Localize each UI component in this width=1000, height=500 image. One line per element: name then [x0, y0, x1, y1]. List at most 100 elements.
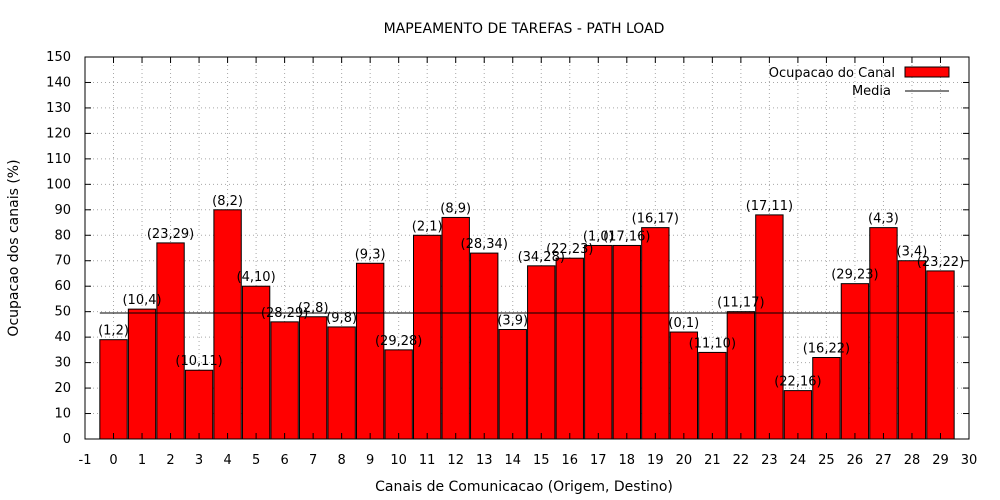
bar-23 — [755, 214, 784, 440]
x-tick-label: 20 — [676, 453, 693, 468]
bar-label-0: (1,2) — [98, 324, 129, 339]
y-tick-label: 0 — [63, 432, 71, 447]
bar-1 — [127, 308, 157, 440]
x-tick-label: 18 — [619, 453, 636, 468]
bar-9 — [355, 262, 385, 440]
bar-18 — [612, 244, 641, 440]
y-tick-label: 140 — [46, 75, 71, 90]
x-tick-label: 3 — [195, 453, 203, 468]
bar-label-13: (28,34) — [461, 237, 508, 252]
x-tick-label: 14 — [504, 453, 521, 468]
bar-8 — [327, 326, 356, 440]
bar-label-5: (4,10) — [237, 270, 276, 285]
bar-label-9: (9,3) — [355, 247, 386, 262]
bar-label-1: (10,4) — [122, 293, 161, 308]
bar-26 — [840, 283, 870, 440]
x-tick-label: 24 — [790, 453, 807, 468]
bar-label-20: (0,1) — [668, 316, 699, 331]
bar-label-11: (2,1) — [412, 219, 443, 234]
bar-6 — [270, 321, 299, 440]
bar-label-26: (29,23) — [831, 268, 878, 283]
bars — [99, 209, 955, 440]
bar-label-28: (3,4) — [897, 245, 928, 260]
x-tick-label: 7 — [309, 453, 317, 468]
bar-label-15: (34,28) — [518, 250, 565, 265]
bar-label-29: (23,22) — [917, 255, 964, 270]
x-tick-label: 19 — [647, 453, 664, 468]
bar-label-18: (17,16) — [603, 229, 650, 244]
y-tick-label: 70 — [54, 254, 71, 269]
plot-frame — [84, 56, 970, 440]
bar-25 — [812, 357, 841, 440]
bar-label-6: (28,29) — [261, 306, 308, 321]
x-tick-label: 17 — [590, 453, 607, 468]
bar-21 — [698, 351, 727, 440]
y-axis-title: Ocupacao dos canais (%) — [6, 159, 22, 336]
bar-4 — [213, 209, 242, 440]
y-tick-label: 40 — [54, 330, 71, 345]
x-tick-label: 29 — [932, 453, 949, 468]
bar-label-2: (23,29) — [147, 227, 194, 242]
legend: Ocupacao do Canal Media — [769, 66, 950, 99]
x-tick-label: 10 — [390, 453, 407, 468]
x-tick-label: 12 — [447, 453, 464, 468]
x-tick-label: 16 — [562, 453, 579, 468]
bar-label-12: (8,9) — [440, 201, 471, 216]
bar-label-14: (3,9) — [497, 313, 528, 328]
legend-swatch-bars — [904, 66, 950, 78]
bar-0 — [99, 339, 128, 440]
bar-3 — [184, 369, 214, 440]
y-tick-label: 60 — [54, 279, 71, 294]
x-tick-label: 23 — [761, 453, 778, 468]
x-tick-label: 15 — [533, 453, 550, 468]
bar-24 — [783, 390, 813, 440]
bar-label-3: (10,11) — [175, 354, 222, 369]
x-tick-label: 25 — [818, 453, 835, 468]
y-tick-label: 110 — [46, 152, 71, 167]
y-tick-label: 50 — [54, 305, 71, 320]
y-tick-label: 10 — [54, 407, 71, 422]
bar-16 — [555, 257, 584, 440]
bar-27 — [869, 227, 898, 440]
bar-label-22: (11,17) — [717, 296, 764, 311]
bar-label-8: (9,8) — [326, 311, 357, 326]
bar-20 — [669, 331, 699, 440]
bar-14 — [498, 328, 527, 440]
bar-label-21: (11,10) — [689, 336, 736, 351]
y-tick-label: 80 — [54, 228, 71, 243]
bar-10 — [384, 349, 413, 440]
y-tick-label: 130 — [46, 101, 71, 116]
bar-22 — [726, 311, 756, 440]
y-tick-label: 20 — [54, 381, 71, 396]
bar-label-10: (29,28) — [375, 334, 422, 349]
legend-label-bars: Ocupacao do Canal — [769, 66, 895, 81]
y-tick-label: 90 — [54, 203, 71, 218]
x-tick-label: 5 — [252, 453, 260, 468]
x-tick-label: -1 — [79, 453, 92, 468]
bar-28 — [897, 260, 927, 440]
x-tick-label: 30 — [961, 453, 978, 468]
x-tick-label: 4 — [223, 453, 231, 468]
y-tick-label: 150 — [46, 50, 71, 65]
bar-2 — [156, 242, 185, 440]
bar-label-27: (4,3) — [868, 212, 899, 227]
chart-title: MAPEAMENTO DE TAREFAS - PATH LOAD — [384, 21, 665, 37]
x-tick-label: 26 — [847, 453, 864, 468]
bar-label-17: (1,0) — [583, 229, 614, 244]
y-tick-label: 30 — [54, 356, 71, 371]
bar-label-4: (8,2) — [212, 194, 243, 209]
x-tick-label: 11 — [419, 453, 436, 468]
x-tick-label: 13 — [476, 453, 493, 468]
bar-label-7: (2,8) — [298, 301, 329, 316]
y-tick-label: 100 — [46, 177, 71, 192]
bar-29 — [926, 270, 955, 440]
x-tick-label: 27 — [875, 453, 892, 468]
x-tick-label: 2 — [166, 453, 174, 468]
x-tick-label: 6 — [280, 453, 288, 468]
x-axis-title: Canais de Comunicacao (Origem, Destino) — [375, 479, 673, 495]
bar-labels: (1,2) (10,4) (23,29) (10,11) (8,2) (4,10) (28,… — [98, 194, 964, 390]
bar-11 — [413, 234, 442, 440]
